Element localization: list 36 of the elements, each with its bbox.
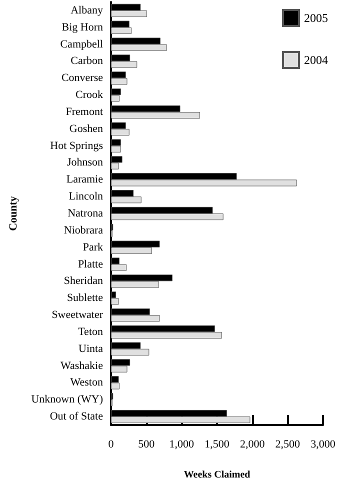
y-tick-label: Platte <box>78 258 104 270</box>
y-tick-label: Uinta <box>78 342 104 355</box>
y-tick-label: Park <box>82 241 104 254</box>
y-tick-label: Hot Springs <box>50 140 103 152</box>
x-tick-label: 3,000 <box>310 438 336 450</box>
y-tick-label: Out of State <box>50 410 104 423</box>
y-tick-label: Crook <box>76 89 104 102</box>
x-tick-label: 500 <box>138 438 156 450</box>
y-axis-title: County <box>8 196 20 231</box>
y-tick-label: Converse <box>61 72 104 84</box>
y-tick-label: Niobrara <box>64 224 104 236</box>
x-tick-label: 2,000 <box>240 438 266 450</box>
x-tick-label: 1,000 <box>169 438 195 450</box>
y-tick-label: Sweetwater <box>52 309 104 322</box>
y-tick-label: Weston <box>70 376 104 389</box>
y-tick-label: Teton <box>78 326 104 338</box>
y-tick-label: Johnson <box>66 156 104 169</box>
y-tick-label: Lincoln <box>68 190 104 203</box>
y-tick-label: Sheridan <box>64 275 104 288</box>
y-tick-label: Sublette <box>66 292 104 304</box>
y-tick-label: Unknown (WY) <box>31 394 104 406</box>
y-tick-label: Natrona <box>68 208 104 220</box>
y-tick-label: Laramie <box>66 174 104 186</box>
x-axis-title: Weeks Claimed <box>184 470 251 480</box>
x-tick-label: 2,500 <box>275 438 301 450</box>
y-tick-label: Washakie <box>60 360 104 372</box>
y-tick-label: Carbon <box>70 55 104 68</box>
y-tick-label: Albany <box>70 4 104 16</box>
legend-label: 2005 <box>304 11 328 25</box>
y-tick-label: Fremont <box>66 106 103 118</box>
x-tick-label: 1,500 <box>204 438 230 450</box>
y-tick-label: Big Horn <box>62 21 104 34</box>
x-tick-label: 0 <box>108 438 114 450</box>
y-tick-label: Goshen <box>69 122 104 135</box>
legend-label: 2004 <box>304 53 328 67</box>
y-tick-label: Campbell <box>60 38 103 50</box>
